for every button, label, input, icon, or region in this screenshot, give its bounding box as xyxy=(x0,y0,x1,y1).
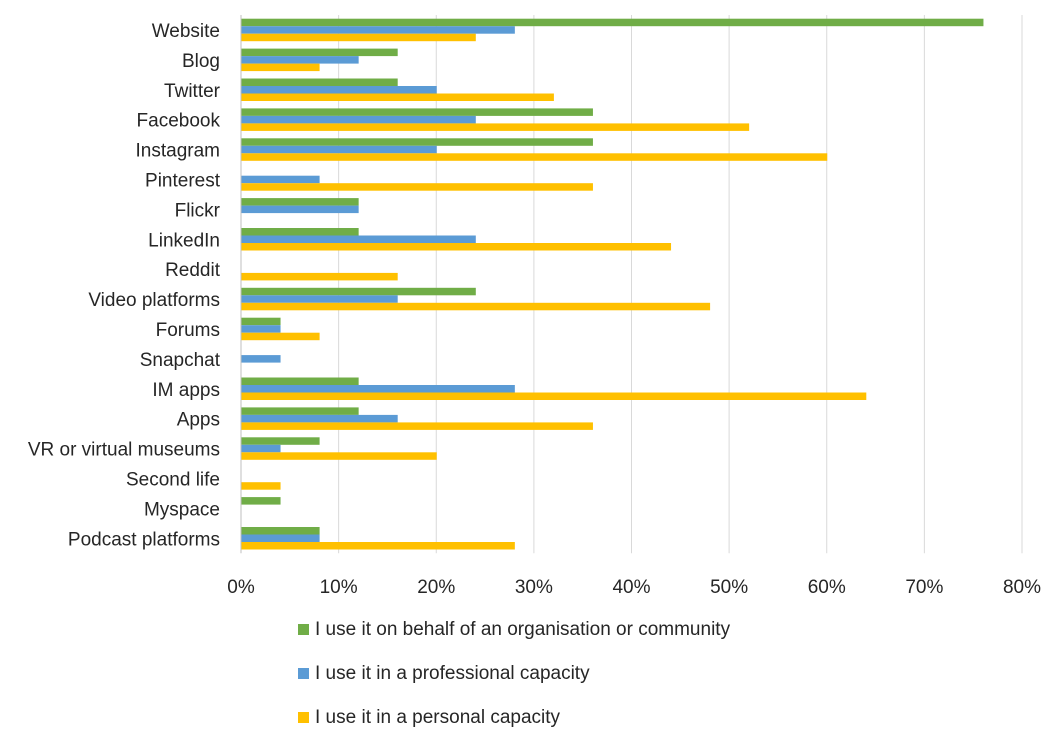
x-tick-label: 30% xyxy=(515,577,553,598)
bar-organisation-vr-or-virtual-museums xyxy=(241,437,320,445)
category-label-video-platforms: Video platforms xyxy=(88,290,220,311)
category-label-twitter: Twitter xyxy=(164,81,221,102)
bar-professional-snapchat xyxy=(241,355,281,363)
category-label-forums: Forums xyxy=(156,320,220,341)
category-label-facebook: Facebook xyxy=(137,111,221,132)
category-label-vr-or-virtual-museums: VR or virtual museums xyxy=(28,440,220,461)
bar-organisation-linkedin xyxy=(241,228,359,236)
bar-professional-facebook xyxy=(241,115,476,124)
bar-personal-reddit xyxy=(241,272,398,281)
bar-organisation-forums xyxy=(241,317,281,326)
bar-professional-podcast-platforms xyxy=(241,534,320,542)
bar-professional-twitter xyxy=(241,86,437,94)
bar-organisation-im-apps xyxy=(241,377,359,385)
legend-label-professional: I use it in a professional capacity xyxy=(315,662,590,684)
bar-organisation-flickr xyxy=(241,198,359,206)
bar-personal-linkedin xyxy=(241,243,672,251)
legend-item-organisation: I use it on behalf of an organisation or… xyxy=(298,618,730,641)
bar-organisation-myspace xyxy=(241,497,281,505)
x-tick-label: 60% xyxy=(808,577,846,598)
bar-organisation-instagram xyxy=(241,138,593,146)
bar-professional-forums xyxy=(241,325,281,333)
x-tick-label: 0% xyxy=(227,577,255,598)
bar-professional-vr-or-virtual-museums xyxy=(241,444,281,453)
bar-personal-second-life xyxy=(241,482,281,490)
bar-organisation-blog xyxy=(241,48,398,57)
bar-personal-blog xyxy=(241,63,320,72)
category-label-blog: Blog xyxy=(182,51,220,72)
bar-personal-apps xyxy=(241,422,593,430)
legend-swatch-professional xyxy=(298,668,309,679)
bar-personal-twitter xyxy=(241,93,554,101)
category-label-second-life: Second life xyxy=(126,469,220,490)
bar-organisation-facebook xyxy=(241,108,593,116)
bar-organisation-apps xyxy=(241,407,359,415)
bar-organisation-website xyxy=(241,18,984,27)
legend: I use it on behalf of an organisation or… xyxy=(298,618,730,750)
bar-personal-vr-or-virtual-museums xyxy=(241,452,437,460)
x-tick-label: 70% xyxy=(905,577,943,598)
category-label-myspace: Myspace xyxy=(144,499,220,520)
category-label-linkedin: LinkedIn xyxy=(148,230,220,251)
bar-professional-pinterest xyxy=(241,175,320,184)
x-tick-label: 10% xyxy=(320,577,358,598)
category-label-instagram: Instagram xyxy=(136,141,220,162)
category-label-podcast-platforms: Podcast platforms xyxy=(68,529,220,550)
bar-personal-podcast-platforms xyxy=(241,542,515,550)
bar-professional-blog xyxy=(241,56,359,64)
chart-svg: 0% 10% 20% 30% 40% 50% 60% 70% 80% Website Blog Twi… xyxy=(28,15,1041,598)
bar-organisation-twitter xyxy=(241,78,398,86)
bar-professional-im-apps xyxy=(241,385,515,393)
category-label-im-apps: IM apps xyxy=(152,380,220,401)
legend-item-personal: I use it in a personal capacity xyxy=(298,706,730,729)
bar-personal-forums xyxy=(241,332,320,341)
bar-personal-facebook xyxy=(241,123,750,131)
bar-personal-website xyxy=(241,33,476,42)
category-label-website: Website xyxy=(152,21,220,42)
bar-personal-video-platforms xyxy=(241,302,711,311)
category-label-snapchat: Snapchat xyxy=(140,350,221,371)
bar-professional-linkedin xyxy=(241,235,476,243)
bar-professional-flickr xyxy=(241,205,359,214)
bar-organisation-podcast-platforms xyxy=(241,527,320,535)
legend-label-personal: I use it in a personal capacity xyxy=(315,706,561,728)
bar-professional-website xyxy=(241,26,515,34)
x-tick-label: 40% xyxy=(612,577,650,598)
bar-personal-instagram xyxy=(241,153,828,161)
chart: 0% 10% 20% 30% 40% 50% 60% 70% 80% Website Blog Twi… xyxy=(28,15,1041,598)
category-label-flickr: Flickr xyxy=(175,200,221,221)
legend-swatch-personal xyxy=(298,712,309,723)
bar-professional-instagram xyxy=(241,145,437,154)
bar-professional-apps xyxy=(241,414,398,423)
x-tick-label: 20% xyxy=(417,577,455,598)
legend-item-professional: I use it in a professional capacity xyxy=(298,662,730,685)
legend-label-organisation: I use it on behalf of an organisation or… xyxy=(315,618,731,640)
bar-personal-im-apps xyxy=(241,392,867,400)
bar-organisation-video-platforms xyxy=(241,287,476,296)
category-label-reddit: Reddit xyxy=(165,260,221,281)
legend-swatch-organisation xyxy=(298,624,309,635)
x-tick-label: 50% xyxy=(710,577,748,598)
category-label-pinterest: Pinterest xyxy=(145,170,221,191)
bar-professional-video-platforms xyxy=(241,295,398,303)
bar-personal-pinterest xyxy=(241,183,593,191)
category-label-apps: Apps xyxy=(177,410,220,431)
x-tick-label: 80% xyxy=(1003,577,1041,598)
